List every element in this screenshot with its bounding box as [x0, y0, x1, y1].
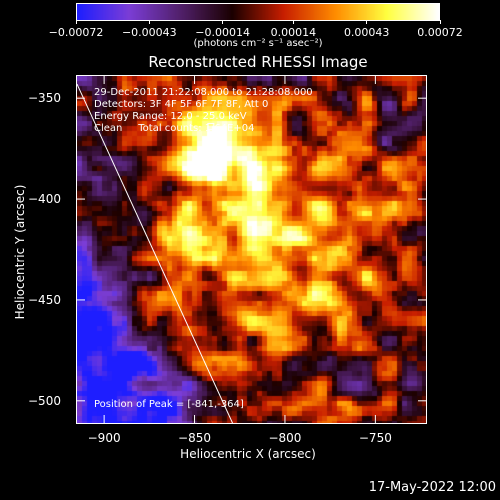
colorbar-gradient — [77, 4, 439, 20]
colorbar-tick-mark — [222, 20, 224, 24]
y-tick-label: −500 — [28, 393, 61, 408]
solar-limb-line — [77, 83, 233, 423]
x-axis-label: Heliocentric X (arcsec) — [180, 447, 316, 461]
plot-overlay — [77, 76, 426, 423]
y-tick-label: −450 — [28, 292, 61, 307]
x-tick-label: −750 — [358, 431, 392, 445]
colorbar-tick-mark — [292, 20, 294, 24]
x-tick-label: −850 — [178, 431, 212, 445]
peak-marker — [207, 122, 215, 130]
colorbar-unit: (photons cm⁻² s⁻¹ asec⁻²) — [193, 38, 323, 49]
colorbar-tick-mark — [148, 20, 150, 24]
y-tick-label: −350 — [28, 91, 61, 106]
colorbar-tick-label: −0.00014 — [195, 26, 250, 39]
annotation-energy-range: Energy Range: 12.0 - 25.0 keV — [94, 111, 247, 122]
plot-area: 29-Dec-2011 21:22:08.000 to 21:28:08.000… — [76, 75, 427, 424]
colorbar-tick-mark — [75, 20, 77, 24]
annotation-time-range: 29-Dec-2011 21:22:08.000 to 21:28:08.000 — [94, 87, 313, 98]
colorbar-tick-label: −0.00072 — [48, 26, 104, 39]
timestamp: 17-May-2022 12:00 — [368, 480, 496, 495]
colorbar-tick-mark — [366, 20, 368, 24]
colorbar-tick-label: 0.00014 — [270, 26, 317, 39]
colorbar-tick-label: 0.00043 — [343, 26, 390, 39]
colorbar-tick-label: 0.00072 — [417, 26, 463, 39]
chart-title: Reconstructed RHESSI Image — [148, 53, 368, 71]
annotation-clean-counts: Clean Total counts: 1.64E+04 — [94, 123, 255, 134]
colorbar-tick-mark — [439, 20, 441, 24]
heatmap-image — [77, 76, 426, 423]
colorbar-tick-label: −0.00043 — [121, 26, 177, 39]
colorbar — [76, 3, 440, 21]
y-tick-label: −400 — [28, 192, 61, 207]
y-axis-label: Heliocentric Y (arcsec) — [13, 184, 27, 320]
peak-position-label: Position of Peak = [-841,-364] — [94, 399, 244, 410]
x-tick-label: −800 — [268, 431, 302, 445]
x-tick-label: −900 — [87, 431, 121, 445]
annotation-detectors: Detectors: 3F 4F 5F 6F 7F 8F, Att 0 — [94, 99, 269, 110]
